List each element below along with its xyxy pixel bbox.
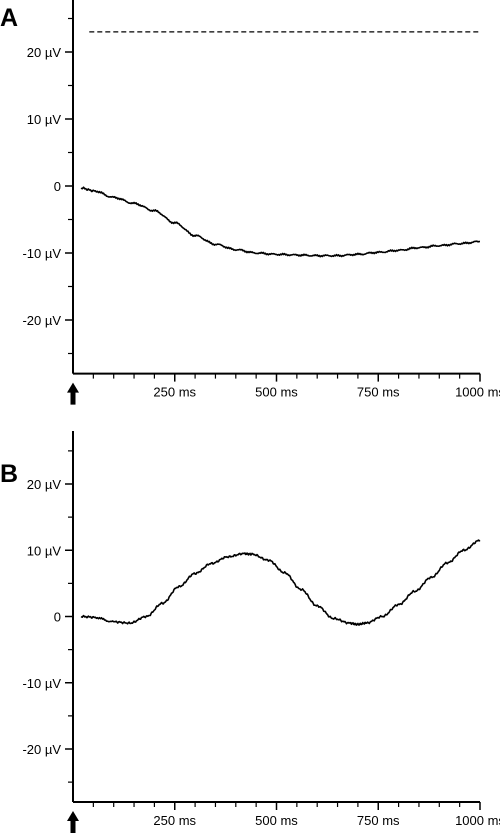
x-tick-label: 750 ms — [357, 813, 400, 828]
y-tick-label: -10 µV — [22, 676, 61, 691]
panel-a: A 20 µV 10 µV 0 -10 µV -20 µV 250 ms 500 ms 750… — [0, 0, 500, 405]
x-tick-label: 500 ms — [255, 813, 298, 828]
ticks — [65, 450, 481, 810]
series-group — [80, 186, 481, 258]
stimulus-marker-group — [67, 811, 79, 833]
stimulus-arrow-icon — [67, 811, 79, 833]
y-tick-label: -20 µV — [22, 742, 61, 757]
y-tick-label: 10 µV — [27, 543, 62, 558]
panel-label: A — [0, 4, 18, 32]
waveform-line — [80, 539, 481, 626]
axes — [72, 0, 480, 375]
stimulus-marker-group — [67, 382, 79, 405]
x-tick-label: 250 ms — [153, 813, 196, 828]
series-group — [80, 539, 481, 626]
y-tick-label: 0 — [54, 179, 61, 194]
ticks — [65, 17, 481, 382]
y-tick-label: 20 µV — [27, 45, 62, 60]
axes — [72, 431, 480, 803]
y-tick-label: 10 µV — [27, 112, 62, 127]
tick-labels: 20 µV 10 µV 0 -10 µV -20 µV 250 ms 500 ms 750 m… — [22, 45, 500, 400]
stimulus-arrow-icon — [67, 382, 79, 405]
x-tick-label: 1000 ms — [455, 813, 500, 828]
tick-labels: 20 µV 10 µV 0 -10 µV -20 µV 250 ms 500 ms 750 m… — [22, 477, 500, 828]
x-tick-label: 250 ms — [153, 385, 196, 400]
panel-b: B 20 µV 10 µV 0 -10 µV -20 µV 250 ms 500 ms 750… — [0, 431, 500, 833]
panel-label: B — [0, 460, 18, 488]
y-tick-label: 0 — [54, 610, 61, 625]
y-tick-label: -10 µV — [22, 246, 61, 261]
x-tick-label: 750 ms — [357, 385, 400, 400]
y-tick-label: -20 µV — [22, 313, 61, 328]
waveform-line — [80, 186, 481, 258]
x-tick-label: 500 ms — [255, 385, 298, 400]
y-tick-label: 20 µV — [27, 477, 62, 492]
x-tick-label: 1000 ms — [455, 385, 500, 400]
